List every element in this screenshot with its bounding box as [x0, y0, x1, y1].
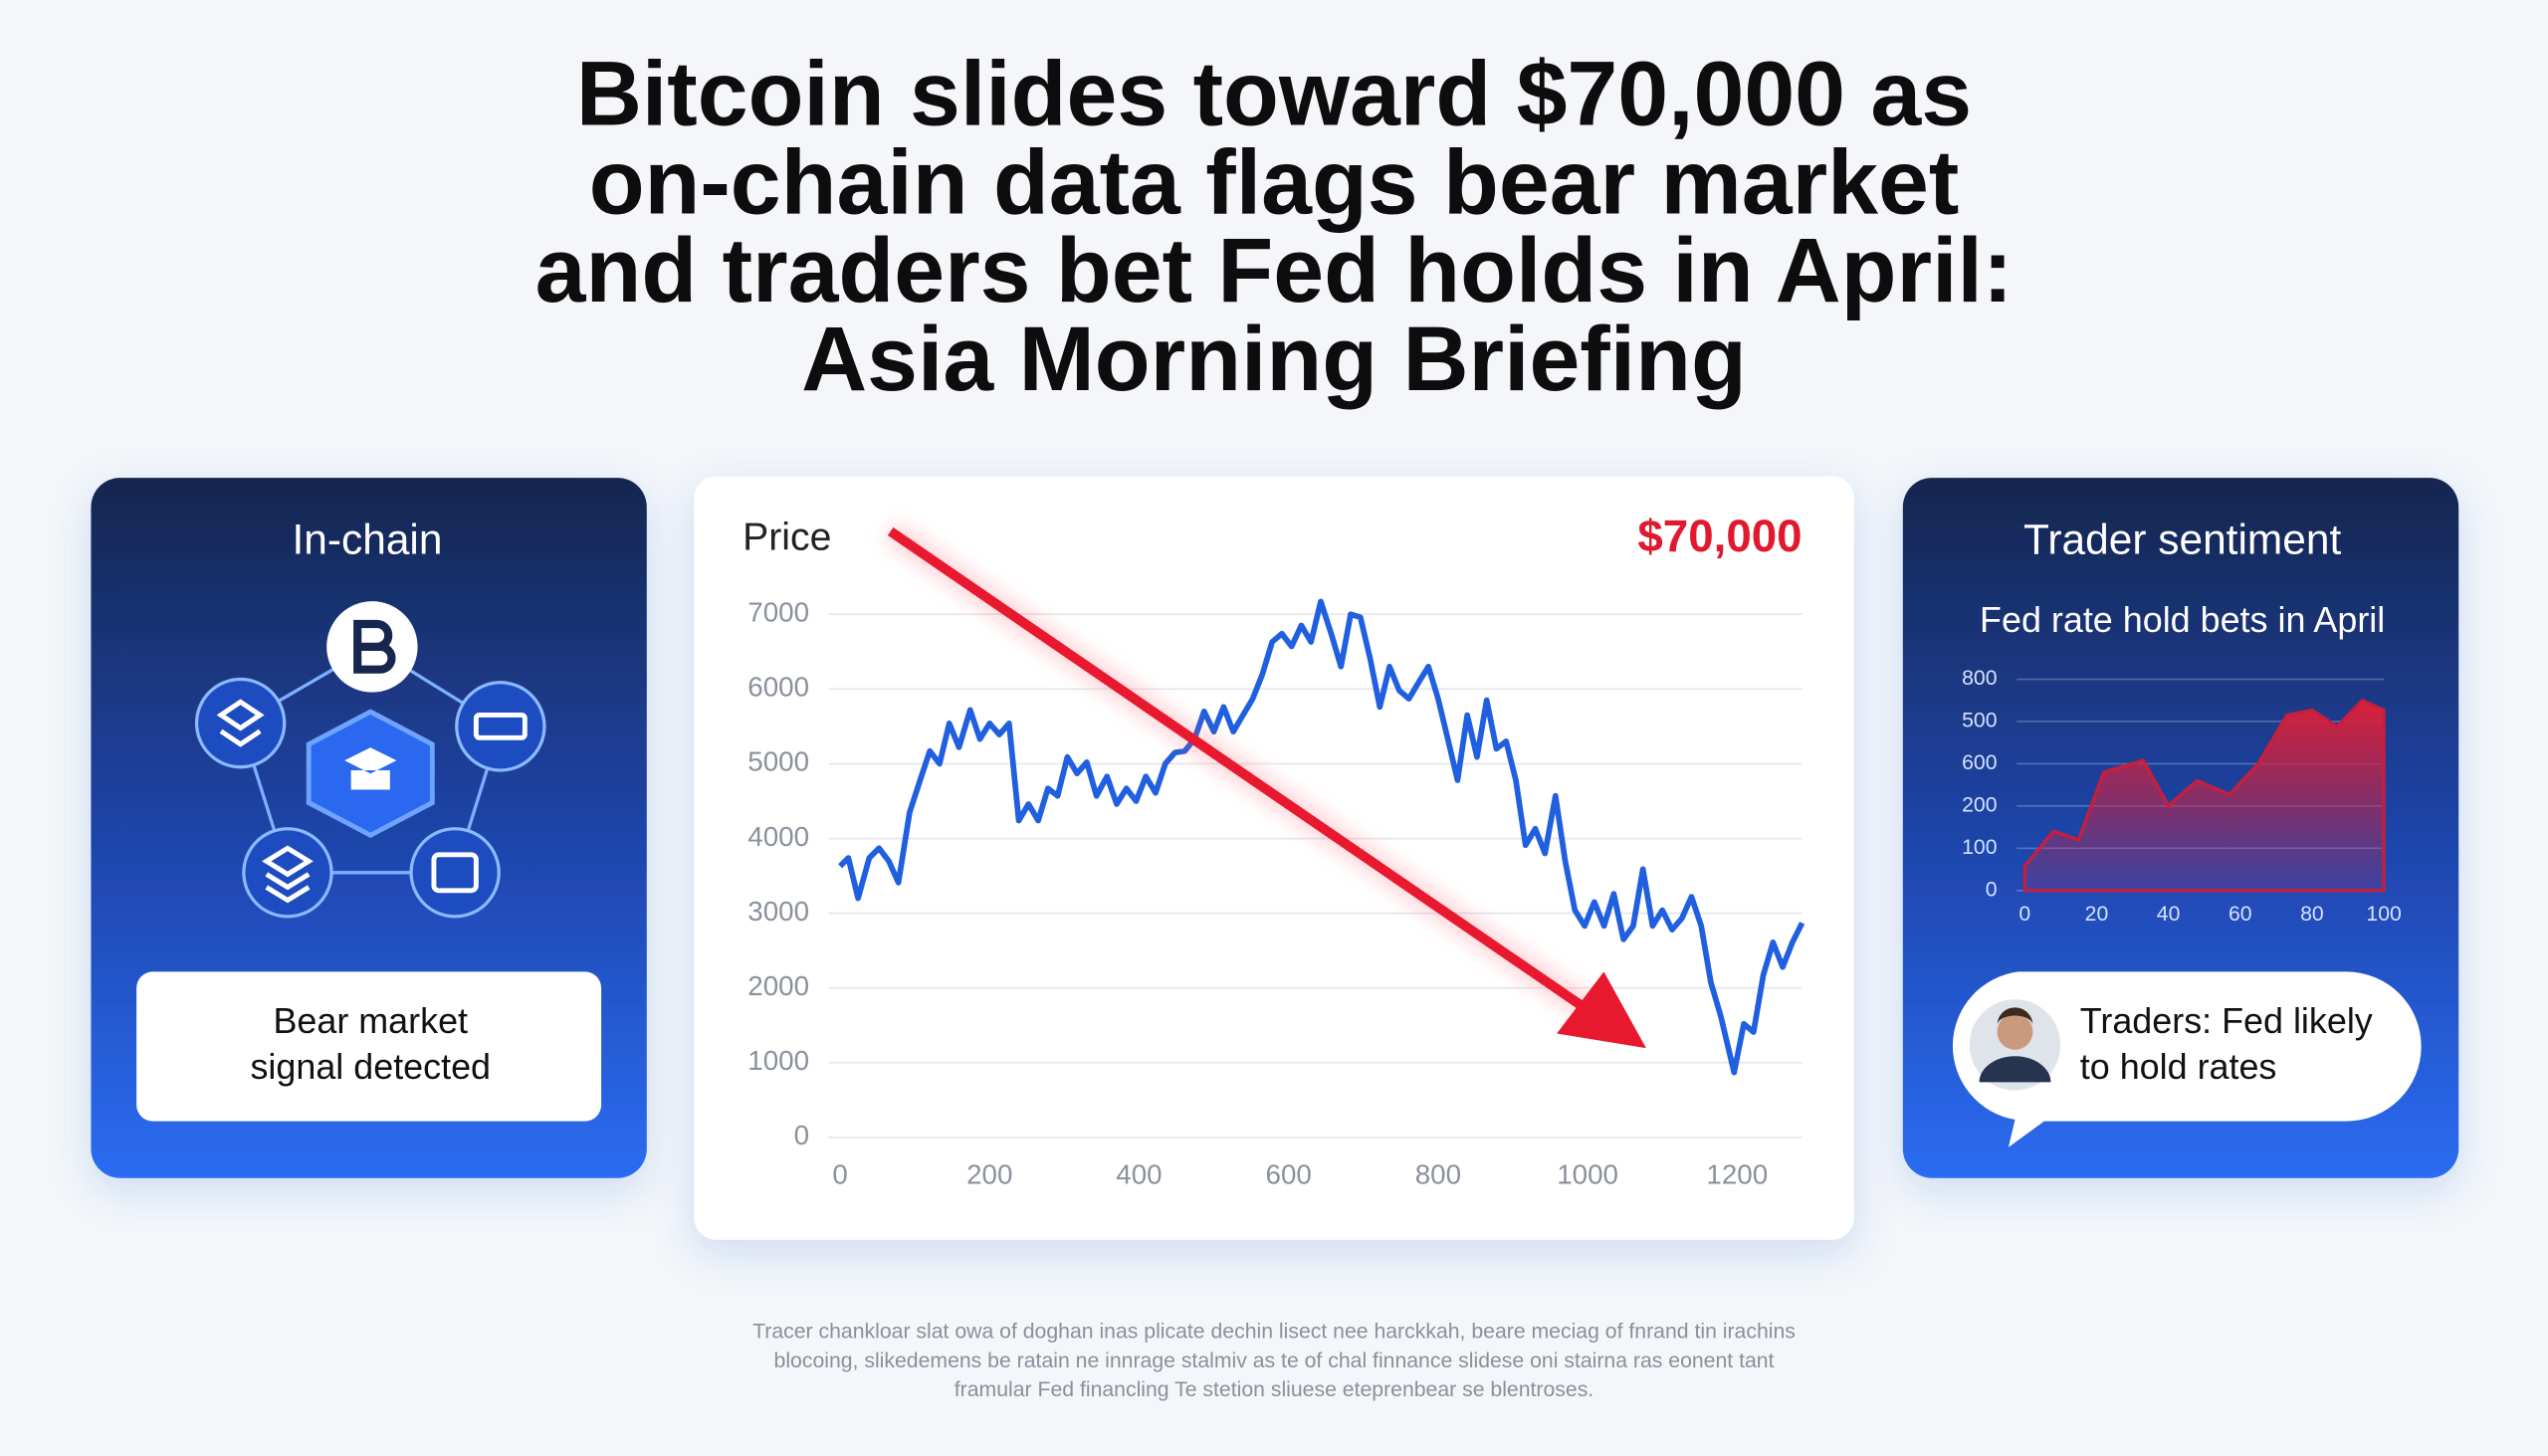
x-tick-label: 1000: [1557, 1158, 1618, 1189]
x-tick-label: 80: [2300, 903, 2324, 926]
x-tick-label: 400: [1116, 1158, 1162, 1189]
y-tick-label: 600: [1962, 751, 1997, 774]
y-tick-label: 6000: [747, 672, 809, 703]
y-tick-label: 2000: [747, 970, 809, 1001]
x-tick-label: 20: [2085, 903, 2109, 926]
x-tick-label: 800: [1415, 1158, 1461, 1189]
headline: Bitcoin slides toward $70,000 as on-chain…: [535, 43, 2014, 410]
footer: Tracer chankloar slat owa of doghan inas…: [752, 1320, 1796, 1401]
x-tick-label: 1200: [1706, 1158, 1768, 1189]
chart-title: Fed rate hold bets in April: [1980, 599, 2385, 640]
price-card: [694, 476, 1854, 1240]
x-tick-label: 60: [2229, 903, 2252, 926]
y-tick-label: 5000: [747, 746, 809, 777]
chart-title: Price: [743, 516, 831, 558]
card-title: Trader sentiment: [2023, 517, 2341, 563]
y-tick-label: 200: [1962, 793, 1997, 816]
trend-arrow: [884, 521, 1646, 1049]
y-tick-label: 0: [794, 1120, 809, 1150]
x-tick-label: 0: [832, 1158, 847, 1189]
y-tick-label: 3000: [747, 896, 809, 927]
x-tick-label: 40: [2157, 903, 2181, 926]
speech-bubble: [1952, 971, 2422, 1147]
headline-line: Bitcoin slides toward $70,000 as: [576, 43, 1972, 144]
x-tick-label: 0: [2018, 903, 2030, 926]
sentiment-plot: 0 100 200 600 500 800 0 20 40 60 80 100: [1962, 667, 2402, 926]
price-line: [838, 598, 1805, 1076]
signal-text: signal detected: [250, 1046, 491, 1087]
signal-text: Bear market: [273, 1000, 468, 1041]
y-tick-label: 0: [1986, 878, 1998, 901]
footer-text: blocoing, slikedemens be ratain ne innra…: [774, 1350, 1775, 1372]
footer-text: framular Fed financling Te stetion sliue…: [955, 1378, 1593, 1401]
price-plot: 0 1000 2000 3000 4000 5000 6000 7000 0 200 400 600 8…: [747, 597, 1805, 1189]
y-tick-label: 800: [1962, 667, 1997, 690]
x-tick-label: 200: [966, 1158, 1012, 1189]
headline-line: and traders bet Fed holds in April:: [535, 220, 2014, 321]
x-tick-label: 600: [1266, 1158, 1312, 1189]
card-title: In-chain: [292, 517, 442, 563]
y-tick-label: 4000: [747, 821, 809, 852]
quote-text: Traders: Fed likely: [2080, 1000, 2373, 1041]
y-tick-label: 100: [1962, 836, 1997, 859]
y-tick-label: 1000: [747, 1045, 809, 1076]
price-label: $70,000: [1637, 511, 1802, 561]
headline-line: Asia Morning Briefing: [801, 309, 1747, 410]
signal-box: [136, 971, 602, 1122]
x-tick-label: 100: [2366, 903, 2401, 926]
quote-text: to hold rates: [2080, 1046, 2277, 1087]
footer-text: Tracer chankloar slat owa of doghan inas…: [752, 1320, 1796, 1343]
y-tick-label: 7000: [747, 597, 809, 628]
node-icons: [194, 601, 546, 919]
y-tick-label: 500: [1962, 710, 1997, 732]
avatar: [1969, 999, 2061, 1091]
headline-line: on-chain data flags bear market: [589, 131, 1960, 233]
area: [2022, 698, 2386, 893]
